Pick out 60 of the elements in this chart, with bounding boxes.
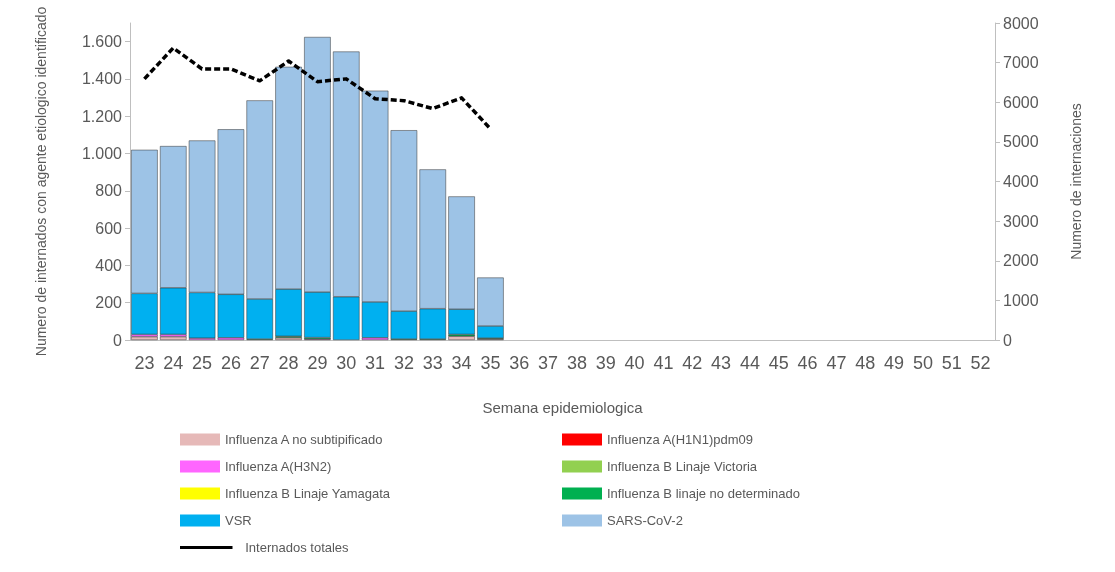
legend-label: Influenza B Linaje Victoria <box>607 459 758 474</box>
x-tick-label: 46 <box>797 353 818 373</box>
x-tick-label: 25 <box>192 353 213 373</box>
x-tick-label: 31 <box>365 353 386 373</box>
x-tick-label: 52 <box>970 353 991 373</box>
x-tick-label: 29 <box>307 353 328 373</box>
x-tick-label: 43 <box>711 353 732 373</box>
legend-label: Influenza A no subtipificado <box>225 432 383 447</box>
x-tick-label: 28 <box>278 353 299 373</box>
x-tick-label: 51 <box>941 353 962 373</box>
y2-tick-label: 0 <box>1003 331 1012 349</box>
x-tick-label: 38 <box>566 353 587 373</box>
y2-tick-label: 3000 <box>1003 212 1039 230</box>
x-tick-label: 26 <box>220 353 241 373</box>
x-tick-label: 44 <box>739 353 760 373</box>
x-tick-label: 32 <box>393 353 414 373</box>
y2-tick-label: 7000 <box>1003 54 1039 72</box>
legend-label: Internados totales <box>245 540 350 555</box>
x-tick-label: 36 <box>509 353 530 373</box>
y-tick-label: 0 <box>113 331 123 349</box>
y-tick-label: 1.200 <box>81 107 123 125</box>
y-tick-label: 400 <box>95 256 123 274</box>
legend-label: Influenza A(H1N1)pdm09 <box>607 432 753 447</box>
y-tick-label: 200 <box>95 294 123 312</box>
x-tick-label: 49 <box>884 353 905 373</box>
y-axis-title: Numero de internados con agente etiologico identificado <box>33 6 49 357</box>
x-tick-label: 23 <box>134 353 155 373</box>
legend-label: Influenza B Linaje Yamagata <box>225 486 391 501</box>
x-tick-label: 41 <box>653 353 674 373</box>
y2-tick-label: 2000 <box>1003 252 1039 270</box>
legend-label: VSR <box>225 513 252 528</box>
x-tick-label: 47 <box>826 353 847 373</box>
x-tick-label: 24 <box>163 353 184 373</box>
y2-axis-title: Numero de internaciones <box>1068 103 1084 260</box>
x-tick-label: 42 <box>682 353 703 373</box>
legend-label: Influenza A(H3N2) <box>225 459 332 474</box>
legend-label: SARS-CoV-2 <box>607 513 683 528</box>
y-tick-label: 1.400 <box>81 70 123 88</box>
x-tick-label: 39 <box>595 353 616 373</box>
y-tick-label: 800 <box>95 182 123 200</box>
y-tick-label: 1.000 <box>81 145 123 163</box>
x-tick-label: 34 <box>451 353 472 373</box>
x-tick-label: 40 <box>624 353 645 373</box>
x-tick-label: 45 <box>768 353 789 373</box>
x-tick-label: 37 <box>538 353 559 373</box>
y2-tick-label: 5000 <box>1003 133 1039 151</box>
x-tick-label: 27 <box>249 353 270 373</box>
x-tick-label: 48 <box>855 353 876 373</box>
x-axis-title: Semana epidemiologica <box>482 399 644 416</box>
x-tick-label: 33 <box>422 353 443 373</box>
y2-tick-label: 1000 <box>1003 291 1039 309</box>
x-tick-label: 50 <box>912 353 933 373</box>
y2-tick-label: 8000 <box>1003 14 1039 32</box>
y-tick-label: 600 <box>95 219 123 237</box>
x-tick-label: 35 <box>480 353 501 373</box>
y-tick-label: 1.600 <box>81 33 123 51</box>
y2-tick-label: 6000 <box>1003 93 1039 111</box>
y2-tick-label: 4000 <box>1003 173 1039 190</box>
legend-label: Influenza B linaje no determinado <box>607 486 800 501</box>
x-tick-label: 30 <box>336 353 357 373</box>
